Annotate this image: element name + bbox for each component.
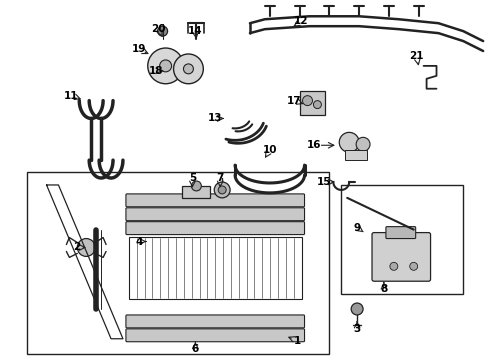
- Text: 12: 12: [294, 16, 309, 26]
- Circle shape: [314, 100, 321, 109]
- Text: 1: 1: [294, 336, 301, 346]
- Circle shape: [148, 48, 183, 84]
- Bar: [299, 91, 325, 114]
- Text: 21: 21: [410, 51, 424, 61]
- Text: 15: 15: [317, 177, 332, 187]
- Text: 18: 18: [148, 66, 163, 76]
- Text: 20: 20: [151, 24, 166, 34]
- Text: 10: 10: [263, 145, 277, 155]
- Text: 11: 11: [64, 91, 78, 101]
- FancyBboxPatch shape: [126, 208, 305, 221]
- Circle shape: [183, 64, 194, 74]
- Bar: [129, 237, 301, 299]
- Text: 7: 7: [217, 173, 224, 183]
- Circle shape: [214, 182, 230, 198]
- Circle shape: [302, 96, 313, 105]
- Bar: [345, 150, 367, 160]
- Text: 5: 5: [189, 173, 196, 183]
- Circle shape: [390, 262, 398, 270]
- FancyBboxPatch shape: [126, 194, 305, 207]
- Text: 19: 19: [132, 44, 146, 54]
- Circle shape: [410, 262, 417, 270]
- Text: 14: 14: [188, 26, 203, 36]
- FancyBboxPatch shape: [126, 315, 305, 328]
- FancyBboxPatch shape: [386, 227, 416, 239]
- FancyBboxPatch shape: [126, 222, 305, 235]
- FancyBboxPatch shape: [126, 329, 305, 342]
- Circle shape: [356, 137, 370, 151]
- FancyBboxPatch shape: [372, 233, 431, 281]
- Bar: [341, 185, 464, 294]
- Text: 2: 2: [73, 243, 80, 252]
- Circle shape: [192, 181, 201, 191]
- Text: 16: 16: [307, 140, 322, 150]
- Circle shape: [160, 60, 172, 72]
- Bar: [182, 186, 210, 198]
- Bar: [26, 172, 329, 354]
- Text: 13: 13: [208, 113, 222, 123]
- Circle shape: [351, 303, 363, 315]
- Circle shape: [173, 54, 203, 84]
- Text: 8: 8: [380, 284, 388, 294]
- Circle shape: [339, 132, 359, 152]
- Text: 6: 6: [192, 344, 199, 354]
- Circle shape: [77, 239, 95, 256]
- Circle shape: [158, 26, 168, 36]
- Circle shape: [218, 186, 226, 194]
- Text: 9: 9: [354, 222, 361, 233]
- Text: 17: 17: [287, 96, 302, 105]
- Text: 4: 4: [135, 237, 143, 247]
- Text: 3: 3: [353, 324, 361, 334]
